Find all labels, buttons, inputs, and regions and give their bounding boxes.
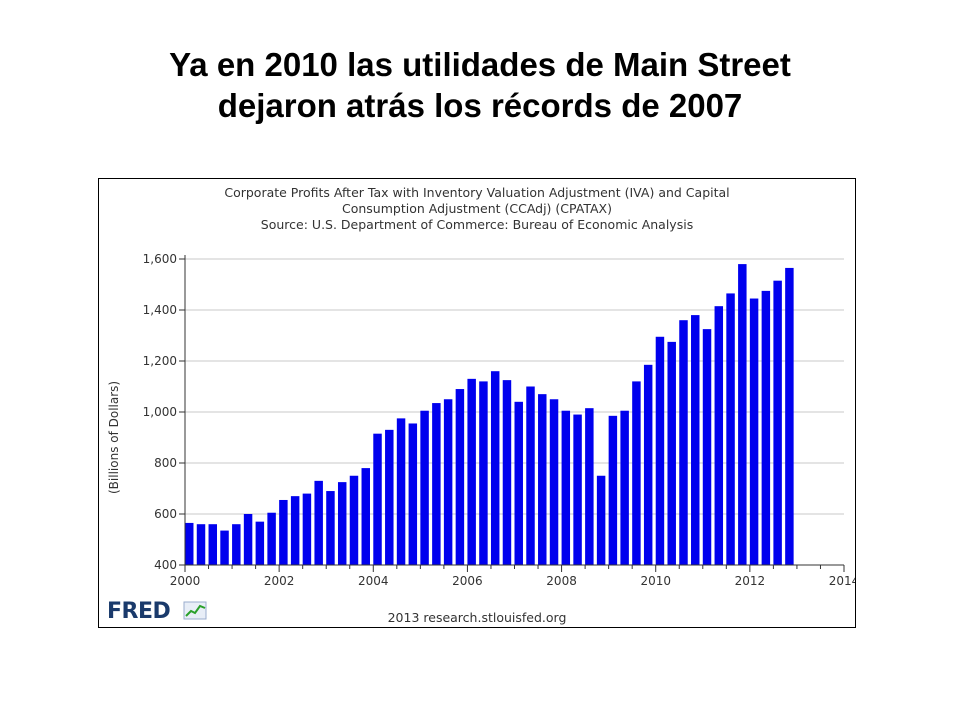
bar <box>502 380 512 565</box>
bar <box>232 524 241 565</box>
bar <box>538 394 547 565</box>
bar <box>255 521 265 565</box>
bar <box>655 336 665 565</box>
y-tick-label: 400 <box>154 558 177 572</box>
bar <box>714 306 724 565</box>
bar <box>432 403 441 565</box>
bar <box>679 320 688 565</box>
fred-logo: FRED <box>107 599 171 624</box>
bar <box>479 381 488 565</box>
fred-graph-icon <box>183 601 207 620</box>
bar <box>208 524 218 565</box>
bar <box>314 480 323 565</box>
bar <box>373 433 382 565</box>
bar <box>643 364 653 565</box>
bar <box>408 423 418 565</box>
bar <box>279 499 288 565</box>
bar <box>667 341 676 565</box>
bar <box>290 496 300 565</box>
bar <box>514 401 523 565</box>
bar <box>632 381 641 565</box>
bar <box>608 415 618 565</box>
bar <box>526 386 535 565</box>
bar <box>573 414 582 565</box>
bar <box>467 378 476 565</box>
bar <box>302 493 312 565</box>
y-tick-label: 800 <box>154 456 177 470</box>
bar <box>761 290 771 565</box>
bar <box>749 298 759 565</box>
y-tick-label: 1,400 <box>143 303 177 317</box>
y-axis-label: (Billions of Dollars) <box>107 380 121 494</box>
bar <box>726 293 735 565</box>
bar <box>361 468 370 565</box>
bar <box>196 524 206 565</box>
y-tick-label: 1,000 <box>143 405 177 419</box>
bar <box>243 514 253 565</box>
x-tick-label: 2006 <box>452 574 483 588</box>
slide-title-line-1: Ya en 2010 las utilidades de Main Street <box>169 46 791 83</box>
bar <box>785 267 794 565</box>
bar <box>490 371 500 565</box>
source-credit: 2013 research.stlouisfed.org <box>387 610 567 625</box>
y-tick-label: 1,600 <box>143 252 177 266</box>
bar <box>738 264 747 565</box>
bar <box>337 482 347 565</box>
y-tick-label: 600 <box>154 507 177 521</box>
bar <box>596 475 606 565</box>
chart-title-line-2: Consumption Adjustment (CCAdj) (CPATAX) <box>341 201 612 216</box>
slide-title-line-2: dejaron atrás los récords de 2007 <box>217 87 743 124</box>
chart-header: Corporate Profits After Tax with Invento… <box>99 185 855 233</box>
chart-plot: 400 600 800 1,000 1,200 1,400 1,600 2000 2002 200… <box>143 252 855 588</box>
x-tick-label: 2008 <box>546 574 577 588</box>
bar <box>396 418 406 565</box>
x-tick-label: 2002 <box>264 574 295 588</box>
bar <box>455 389 465 565</box>
bar <box>585 408 594 565</box>
bar <box>420 410 429 565</box>
bar <box>773 280 782 565</box>
bar <box>561 410 571 565</box>
slide-title: Ya en 2010 las utilidades de Main Street… <box>60 44 900 126</box>
x-tick-label: 2004 <box>358 574 389 588</box>
bar <box>691 315 700 565</box>
bar <box>385 429 394 565</box>
chart-source-line: Source: U.S. Department of Commerce: Bur… <box>260 217 694 232</box>
bar <box>349 475 359 565</box>
x-tick-label: 2010 <box>640 574 671 588</box>
y-tick-label: 1,200 <box>143 354 177 368</box>
bar <box>220 530 229 565</box>
bar <box>443 399 453 565</box>
bar <box>185 522 194 565</box>
bar <box>326 491 335 565</box>
x-tick-label: 2014 <box>829 574 855 588</box>
x-tick-label: 2000 <box>170 574 201 588</box>
chart-title-line-1: Corporate Profits After Tax with Invento… <box>224 185 730 200</box>
bar <box>267 512 276 565</box>
bar <box>702 329 712 565</box>
bar <box>620 410 629 565</box>
x-tick-label: 2012 <box>735 574 766 588</box>
fred-chart: Corporate Profits After Tax with Invento… <box>98 178 856 628</box>
bar <box>549 399 559 565</box>
